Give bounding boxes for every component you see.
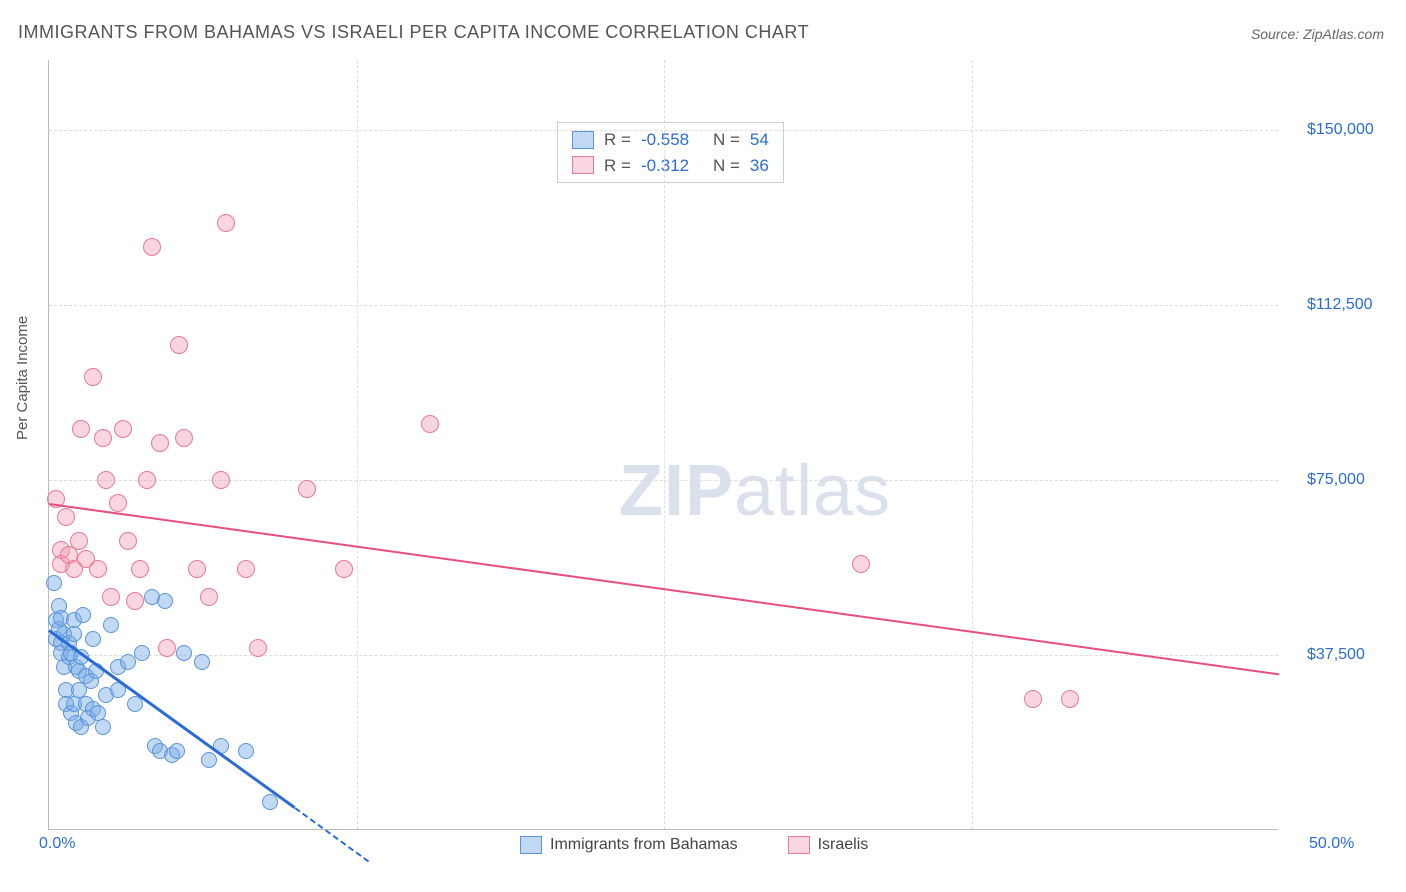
data-point	[262, 794, 278, 810]
y-tick-label: $112,500	[1307, 296, 1373, 314]
data-point	[157, 593, 173, 609]
data-point	[200, 588, 218, 606]
data-point	[120, 654, 136, 670]
gridline-v	[664, 60, 665, 829]
data-point	[114, 420, 132, 438]
x-tick-label: 50.0%	[1309, 835, 1354, 853]
r-value-2: -0.312	[641, 153, 703, 179]
legend: Immigrants from Bahamas Israelis	[520, 836, 868, 854]
legend-item-series2: Israelis	[788, 836, 869, 854]
data-point	[134, 645, 150, 661]
legend-item-series1: Immigrants from Bahamas	[520, 836, 738, 854]
swatch-series2	[572, 156, 594, 174]
x-tick-label: 0.0%	[39, 835, 75, 853]
swatch-series1	[572, 131, 594, 149]
data-point	[70, 532, 88, 550]
data-point	[249, 639, 267, 657]
gridline-v	[357, 60, 358, 829]
data-point	[1024, 690, 1042, 708]
data-point	[1061, 690, 1079, 708]
chart-title: IMMIGRANTS FROM BAHAMAS VS ISRAELI PER C…	[18, 22, 809, 43]
gridline-v	[972, 60, 973, 829]
data-point	[158, 639, 176, 657]
n-value-2: 36	[750, 153, 769, 179]
data-point	[169, 743, 185, 759]
data-point	[84, 368, 102, 386]
data-point	[201, 752, 217, 768]
r-label: R =	[604, 153, 631, 179]
legend-label: Israelis	[818, 836, 869, 854]
source-label: Source: ZipAtlas.com	[1251, 26, 1384, 42]
data-point	[421, 415, 439, 433]
data-point	[217, 214, 235, 232]
correlation-stats-box: R = -0.558 N = 54 R = -0.312 N = 36	[557, 122, 784, 183]
data-point	[237, 560, 255, 578]
data-point	[138, 471, 156, 489]
data-point	[176, 645, 192, 661]
data-point	[335, 560, 353, 578]
y-tick-label: $37,500	[1307, 646, 1365, 664]
data-point	[238, 743, 254, 759]
data-point	[46, 575, 62, 591]
data-point	[75, 607, 91, 623]
trend-line	[294, 807, 369, 862]
swatch-series1	[520, 836, 542, 854]
watermark: ZIPatlas	[619, 450, 891, 532]
data-point	[95, 719, 111, 735]
y-tick-label: $150,000	[1307, 121, 1374, 139]
data-point	[72, 420, 90, 438]
data-point	[298, 480, 316, 498]
swatch-series2	[788, 836, 810, 854]
stats-row-series2: R = -0.312 N = 36	[572, 153, 769, 179]
data-point	[109, 494, 127, 512]
data-point	[97, 471, 115, 489]
data-point	[151, 434, 169, 452]
legend-label: Immigrants from Bahamas	[550, 836, 738, 854]
data-point	[131, 560, 149, 578]
data-point	[170, 336, 188, 354]
data-point	[212, 471, 230, 489]
data-point	[102, 588, 120, 606]
y-axis-label: Per Capita Income	[14, 316, 31, 440]
data-point	[852, 555, 870, 573]
data-point	[175, 429, 193, 447]
data-point	[143, 238, 161, 256]
data-point	[89, 560, 107, 578]
y-tick-label: $75,000	[1307, 471, 1365, 489]
data-point	[94, 429, 112, 447]
n-label: N =	[713, 153, 740, 179]
data-point	[126, 592, 144, 610]
data-point	[66, 626, 82, 642]
plot-area: ZIPatlas R = -0.558 N = 54 R = -0.312 N …	[48, 60, 1278, 830]
data-point	[194, 654, 210, 670]
data-point	[119, 532, 137, 550]
data-point	[57, 508, 75, 526]
data-point	[103, 617, 119, 633]
data-point	[85, 631, 101, 647]
data-point	[188, 560, 206, 578]
